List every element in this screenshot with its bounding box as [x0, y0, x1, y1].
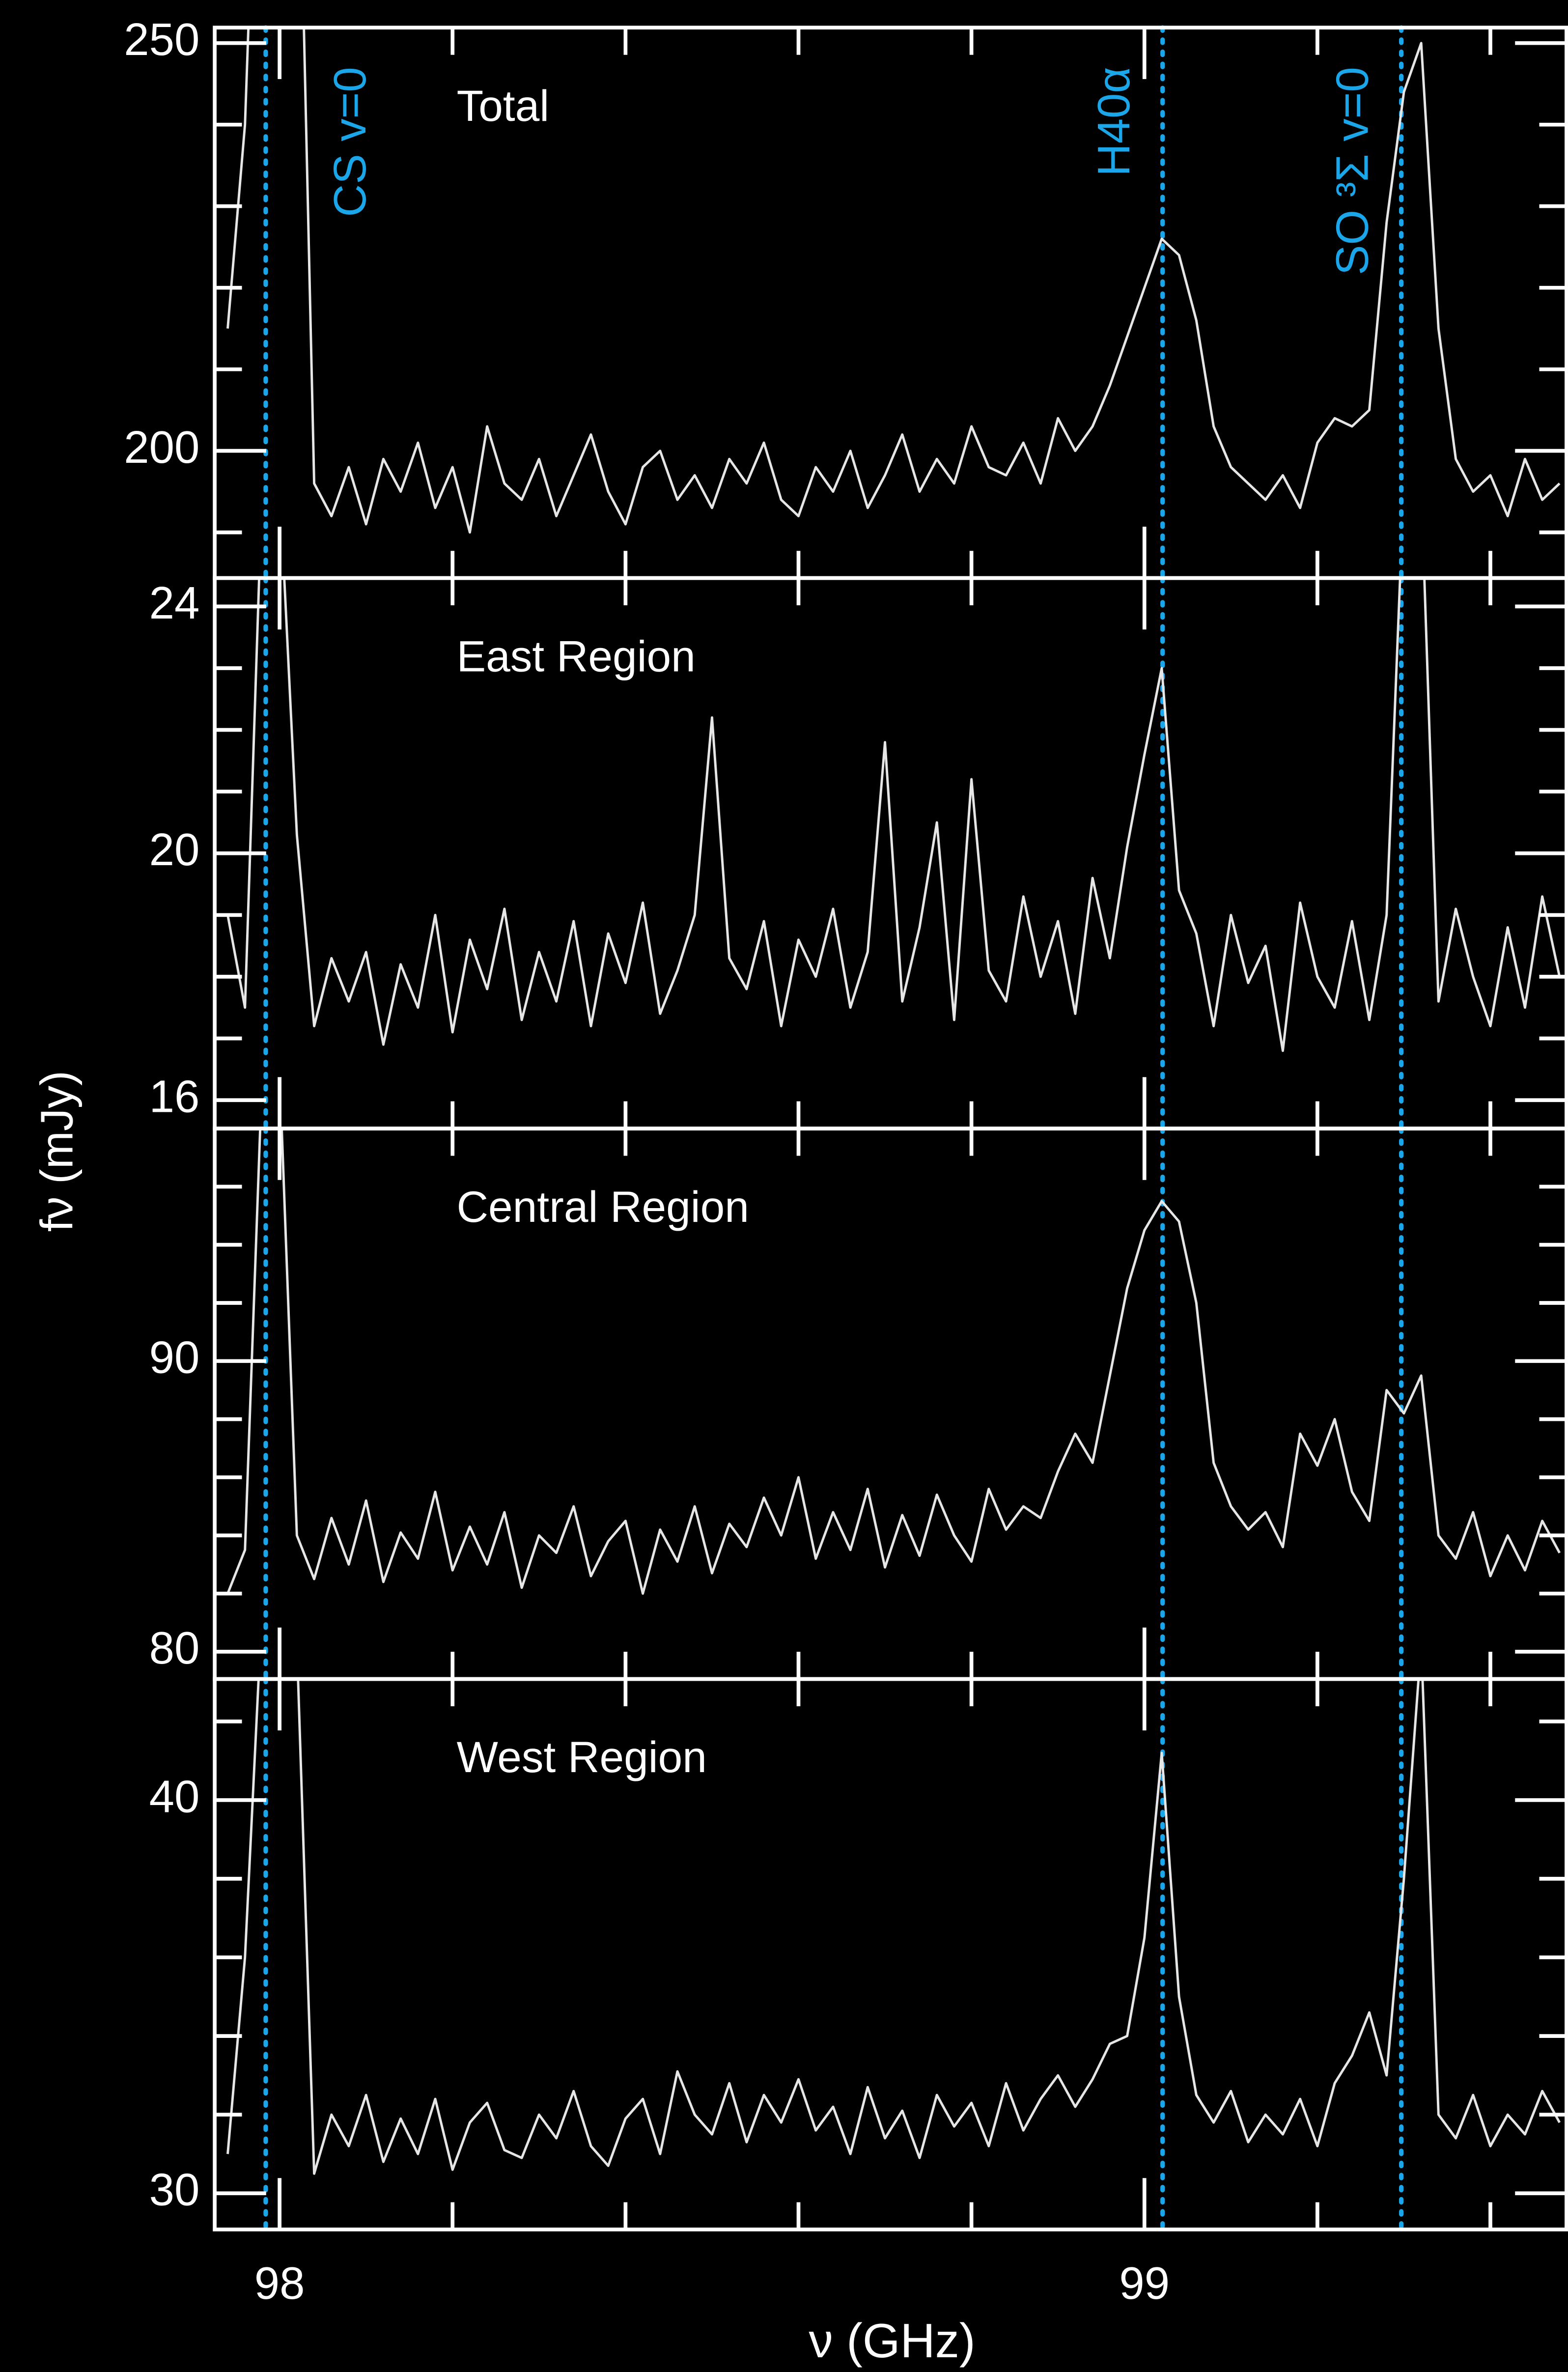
line-label: SO ³Σ v=0 [1327, 67, 1378, 275]
y-tick-label: 24 [149, 577, 200, 628]
y-tick-label: 20 [149, 824, 200, 875]
spectrum-line [226, 1679, 1561, 2175]
y-axis-label: fν (mJy) [31, 1071, 83, 1232]
spectrum-line [226, 28, 1561, 534]
y-tick-label: 200 [124, 422, 199, 473]
spectrum-line [226, 1129, 1561, 1595]
y-tick-label: 40 [149, 1771, 200, 1822]
line-label: H40α [1088, 67, 1139, 176]
line-label: CS v=0 [324, 67, 375, 217]
y-tick-label: 30 [149, 2164, 200, 2215]
y-tick-label: 90 [149, 1332, 200, 1383]
x-tick-label: 98 [254, 2258, 305, 2309]
panel-title: West Region [457, 1732, 707, 1781]
panel-title: Central Region [457, 1182, 749, 1231]
y-tick-label: 250 [124, 14, 199, 65]
y-tick-label: 16 [149, 1071, 200, 1122]
spectrum-line [226, 578, 1561, 1052]
panel-frame [213, 1677, 1568, 2231]
panel-title: East Region [457, 631, 696, 680]
panel-title: Total [457, 81, 550, 130]
y-tick-label: 80 [149, 1622, 200, 1673]
x-axis-label: ν (GHz) [809, 2314, 975, 2368]
x-tick-label: 99 [1119, 2258, 1170, 2309]
